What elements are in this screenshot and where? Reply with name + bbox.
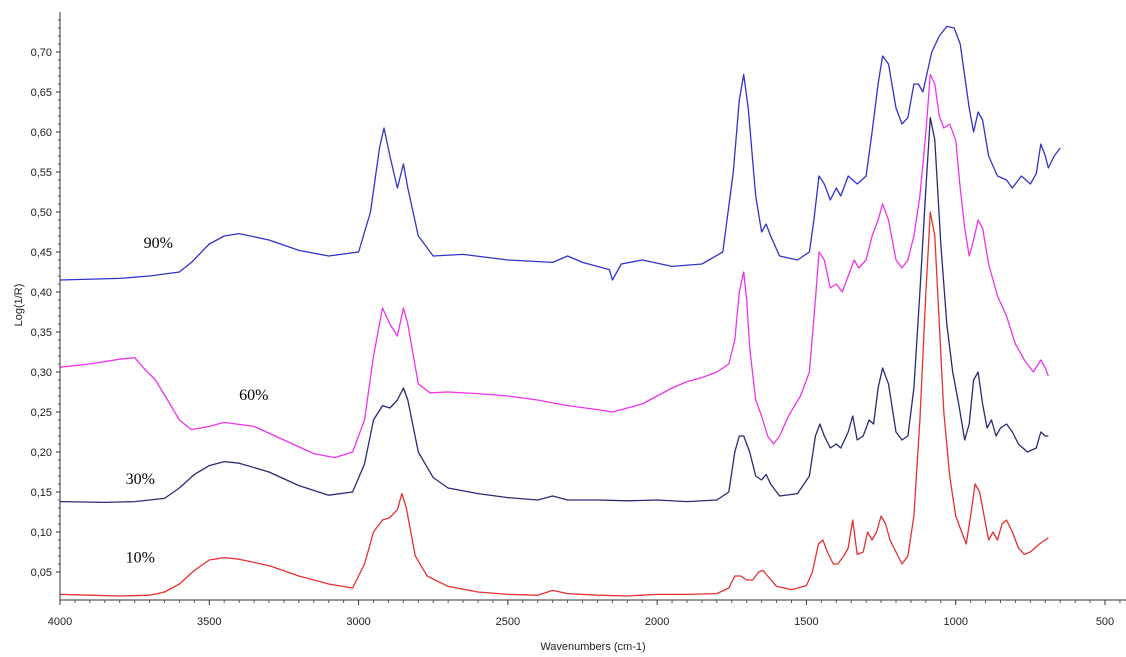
series-label-90pct: 90%: [144, 235, 173, 252]
y-tick-label: 0,40: [31, 287, 52, 299]
x-axis-ticks: 4000 3500 3000 2500 2000 1500 1000 500: [48, 600, 1121, 628]
plot-area: [59, 25, 1061, 597]
y-tick-label: 0,65: [31, 87, 52, 99]
x-tick-label: 2500: [496, 616, 520, 628]
y-tick-label: 0,45: [31, 247, 52, 259]
x-tick-label: 1500: [794, 616, 818, 628]
y-tick-label: 0,15: [31, 487, 52, 499]
x-tick-label: 1000: [943, 616, 967, 628]
y-tick-label: 0,55: [31, 167, 52, 179]
y-tick-label: 0,20: [31, 447, 52, 459]
y-tick-label: 0,05: [31, 567, 52, 579]
y-tick-label: 0,25: [31, 407, 52, 419]
y-axis-ticks: 0,05 0,10 0,15 0,20 0,25 0,30 0,35 0,40 0,45 0,50…: [31, 19, 60, 579]
axes: 0,05 0,10 0,15 0,20 0,25 0,30 0,35 0,40 0,45 0,50…: [31, 12, 1126, 628]
series-line-30pct: [59, 116, 1049, 504]
series-label-60pct: 60%: [239, 387, 268, 404]
series-label-10pct: 10%: [126, 549, 155, 566]
y-tick-label: 0,35: [31, 327, 52, 339]
y-tick-label: 0,30: [31, 367, 52, 379]
y-tick-label: 0,60: [31, 127, 52, 139]
series-label-30pct: 30%: [126, 471, 155, 488]
x-tick-label: 3000: [346, 616, 370, 628]
series-line-90pct: [59, 25, 1061, 281]
series-line-10pct: [59, 211, 1049, 597]
y-tick-label: 0,70: [31, 47, 52, 59]
x-tick-label: 4000: [48, 616, 72, 628]
series-line-60pct: [59, 73, 1049, 459]
x-tick-label: 2000: [645, 616, 669, 628]
x-axis-title: Wavenumbers (cm-1): [540, 641, 645, 653]
x-tick-label: 3500: [197, 616, 221, 628]
x-tick-label: 500: [1096, 616, 1114, 628]
y-tick-label: 0,10: [31, 527, 52, 539]
series-labels: 90% 60% 30% 10%: [126, 235, 269, 566]
y-tick-label: 0,50: [31, 207, 52, 219]
y-axis-title: Log(1/R): [13, 284, 25, 327]
